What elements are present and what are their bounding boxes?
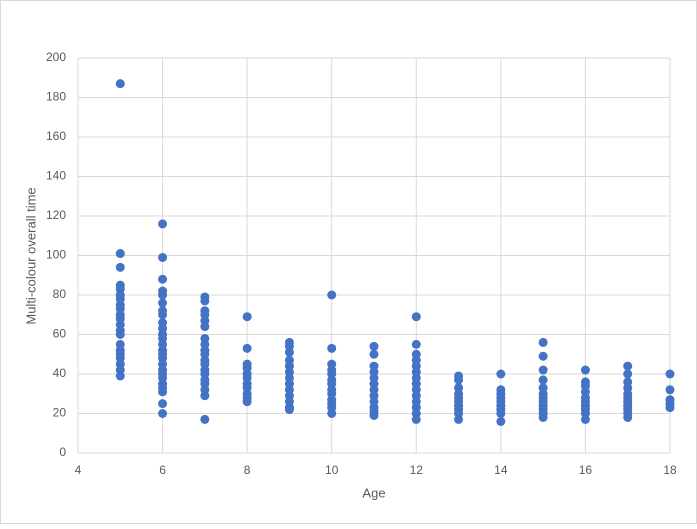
point: [327, 290, 337, 300]
point: [115, 262, 125, 272]
y-tick-label: 200: [46, 50, 66, 64]
y-tick-label: 40: [53, 366, 67, 380]
point: [623, 369, 633, 379]
point: [158, 387, 168, 397]
x-tick-label: 6: [159, 463, 166, 477]
point: [369, 349, 379, 359]
x-tick-label: 12: [410, 463, 424, 477]
point: [158, 409, 168, 418]
x-tick-label: 14: [494, 463, 508, 477]
point: [665, 403, 675, 413]
point: [496, 369, 506, 379]
point: [115, 330, 125, 339]
point: [242, 312, 252, 322]
y-tick-label: 100: [46, 248, 66, 262]
point: [369, 410, 379, 420]
point: [158, 310, 168, 320]
point: [411, 414, 421, 424]
point: [115, 79, 125, 89]
point: [454, 414, 464, 424]
y-tick-label: 140: [46, 169, 66, 183]
y-tick-label: 0: [59, 445, 66, 459]
point: [158, 252, 168, 262]
point: [200, 296, 210, 306]
point: [665, 385, 675, 395]
point: [158, 219, 168, 229]
point: [284, 347, 294, 357]
point: [200, 322, 210, 332]
y-tick-label: 160: [46, 129, 66, 143]
x-tick-label: 10: [325, 463, 339, 477]
point: [200, 414, 210, 424]
point: [411, 312, 421, 322]
y-tick-label: 180: [46, 90, 66, 104]
point: [242, 397, 252, 407]
x-axis-label: Age: [362, 485, 385, 500]
point: [580, 414, 590, 424]
point: [538, 375, 548, 385]
point: [454, 375, 464, 385]
point: [538, 412, 548, 422]
point: [580, 365, 590, 375]
point: [242, 343, 252, 353]
point: [411, 339, 421, 349]
x-tick-label: 4: [75, 463, 82, 477]
y-axis-label: Multi-colour overall time: [23, 187, 38, 324]
point: [115, 371, 125, 381]
point: [496, 409, 506, 418]
x-tick-label: 18: [663, 463, 677, 477]
y-tick-label: 120: [46, 208, 66, 222]
point: [327, 343, 337, 353]
point: [623, 361, 633, 371]
x-tick-label: 16: [579, 463, 593, 477]
point: [200, 391, 210, 401]
point: [158, 290, 168, 300]
point: [158, 274, 168, 284]
point: [369, 341, 379, 351]
point: [158, 399, 168, 409]
point: [158, 298, 168, 308]
point: [538, 365, 548, 375]
point: [623, 412, 633, 422]
x-tick-label: 8: [244, 463, 251, 477]
point: [538, 351, 548, 361]
y-tick-label: 20: [53, 406, 67, 420]
point: [538, 337, 548, 347]
point: [665, 369, 675, 379]
point: [284, 405, 294, 415]
point: [115, 249, 125, 259]
y-tick-label: 80: [53, 287, 67, 301]
point: [496, 416, 506, 426]
point: [327, 409, 337, 418]
y-tick-label: 60: [53, 327, 67, 341]
